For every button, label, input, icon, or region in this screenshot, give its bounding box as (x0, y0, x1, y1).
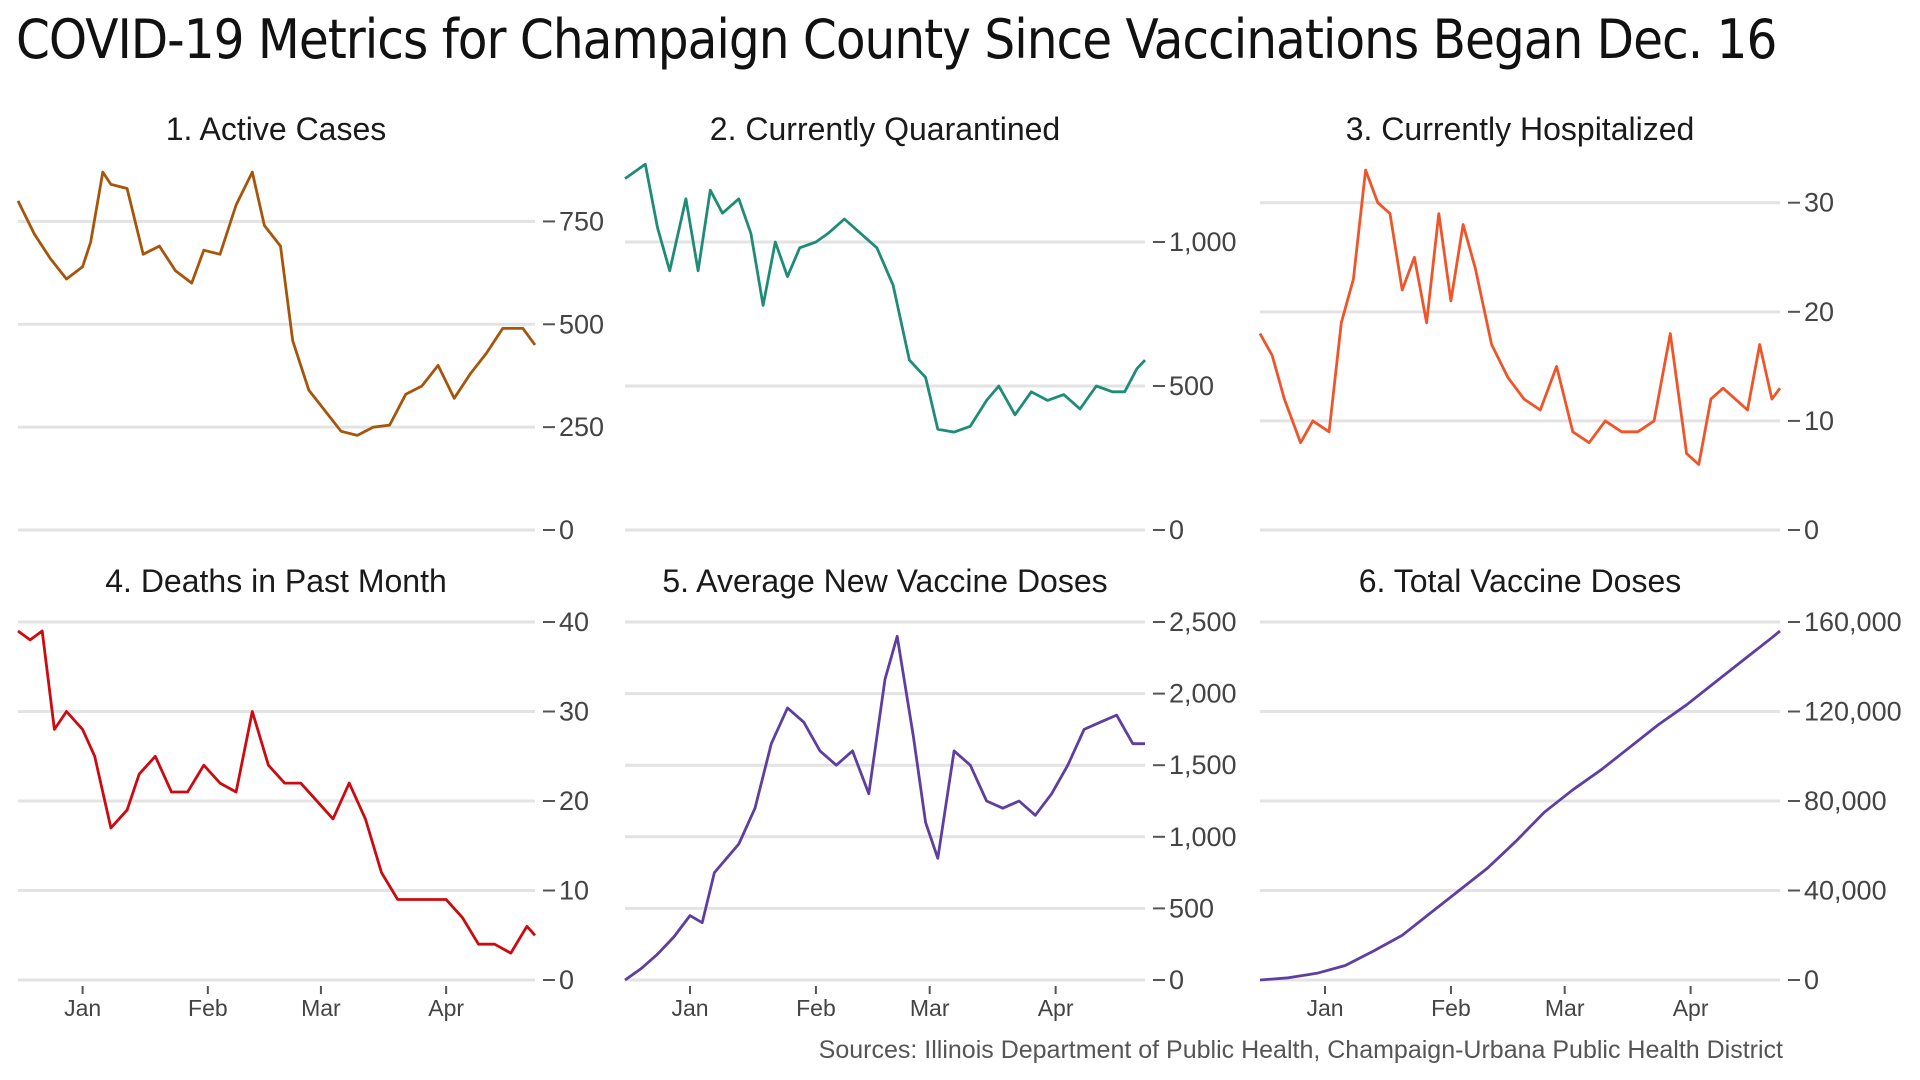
y-tick-label: 0 (559, 965, 574, 995)
y-tick-label: 80,000 (1804, 786, 1887, 816)
x-tick-label: Mar (910, 995, 950, 1021)
x-tick-label: Feb (1431, 995, 1471, 1021)
y-tick-label: 1,500 (1169, 750, 1237, 780)
y-tick-label: 10 (1804, 406, 1834, 436)
y-tick-label: 750 (559, 206, 604, 236)
y-tick-label: 40,000 (1804, 876, 1887, 906)
y-tick-label: 250 (559, 412, 604, 442)
chart-panel-5: 5. Average New Vaccine Doses 0 500 1,000 1,5… (624, 563, 1237, 1021)
y-tick-label: 500 (1169, 371, 1214, 401)
y-tick-label: 20 (1804, 297, 1834, 327)
source-note: Sources: Illinois Department of Public H… (818, 1036, 1783, 1064)
panel-title: 3. Currently Hospitalized (1346, 111, 1695, 147)
y-tick-label: 0 (1804, 515, 1819, 545)
x-tick-label: Jan (671, 995, 708, 1021)
panel-title: 6. Total Vaccine Doses (1359, 563, 1682, 599)
y-tick-label: 1,000 (1169, 227, 1237, 257)
x-tick-label: Jan (64, 995, 101, 1021)
x-tick-label: Apr (428, 995, 464, 1021)
series-line-1 (1258, 168, 1782, 466)
x-tick-label: Jan (1306, 995, 1343, 1021)
y-tick-label: 0 (1169, 515, 1184, 545)
series-line-1 (16, 170, 537, 437)
y-tick-label: 2,500 (1169, 607, 1237, 637)
series-line-1 (17, 629, 537, 955)
panel-title: 1. Active Cases (166, 111, 387, 147)
y-tick-label: 160,000 (1804, 607, 1902, 637)
chart-panel-2: 2. Currently Quarantined 0 500 1,000 (624, 111, 1237, 545)
chart-panel-4: 4. Deaths in Past Month 0 10 20 30 40 Jan Feb Ma… (17, 563, 589, 1021)
x-tick-label: Apr (1038, 995, 1074, 1021)
y-tick-label: 120,000 (1804, 697, 1902, 727)
y-tick-label: 10 (559, 876, 589, 906)
panel-title: 4. Deaths in Past Month (105, 563, 447, 599)
x-tick-label: Feb (188, 995, 228, 1021)
series-line-1 (624, 162, 1147, 434)
y-tick-label: 0 (559, 515, 574, 545)
y-tick-label: 2,000 (1169, 679, 1237, 709)
x-tick-label: Mar (301, 995, 341, 1021)
y-tick-label: 40 (559, 607, 589, 637)
page-title: COVID-19 Metrics for Champaign County Si… (16, 8, 1777, 71)
series-line-1 (624, 634, 1145, 982)
panel-title: 2. Currently Quarantined (710, 111, 1060, 147)
y-tick-label: 500 (1169, 893, 1214, 923)
series-line-1 (1259, 629, 1781, 982)
chart-panel-3: 3. Currently Hospitalized 0 10 20 30 (1258, 111, 1834, 545)
x-tick-label: Feb (796, 995, 836, 1021)
x-tick-label: Apr (1673, 995, 1709, 1021)
y-tick-label: 500 (559, 309, 604, 339)
chart-panel-1: 1. Active Cases 0 250 500 750 (16, 111, 604, 545)
x-tick-label: Mar (1545, 995, 1585, 1021)
y-tick-label: 1,000 (1169, 822, 1237, 852)
y-tick-label: 0 (1169, 965, 1184, 995)
y-tick-label: 30 (559, 697, 589, 727)
panel-title: 5. Average New Vaccine Doses (662, 563, 1107, 599)
chart-panel-6: 6. Total Vaccine Doses 0 40,000 80,000 120,0… (1259, 563, 1902, 1021)
y-tick-label: 0 (1804, 965, 1819, 995)
y-tick-label: 20 (559, 786, 589, 816)
y-tick-label: 30 (1804, 188, 1834, 218)
